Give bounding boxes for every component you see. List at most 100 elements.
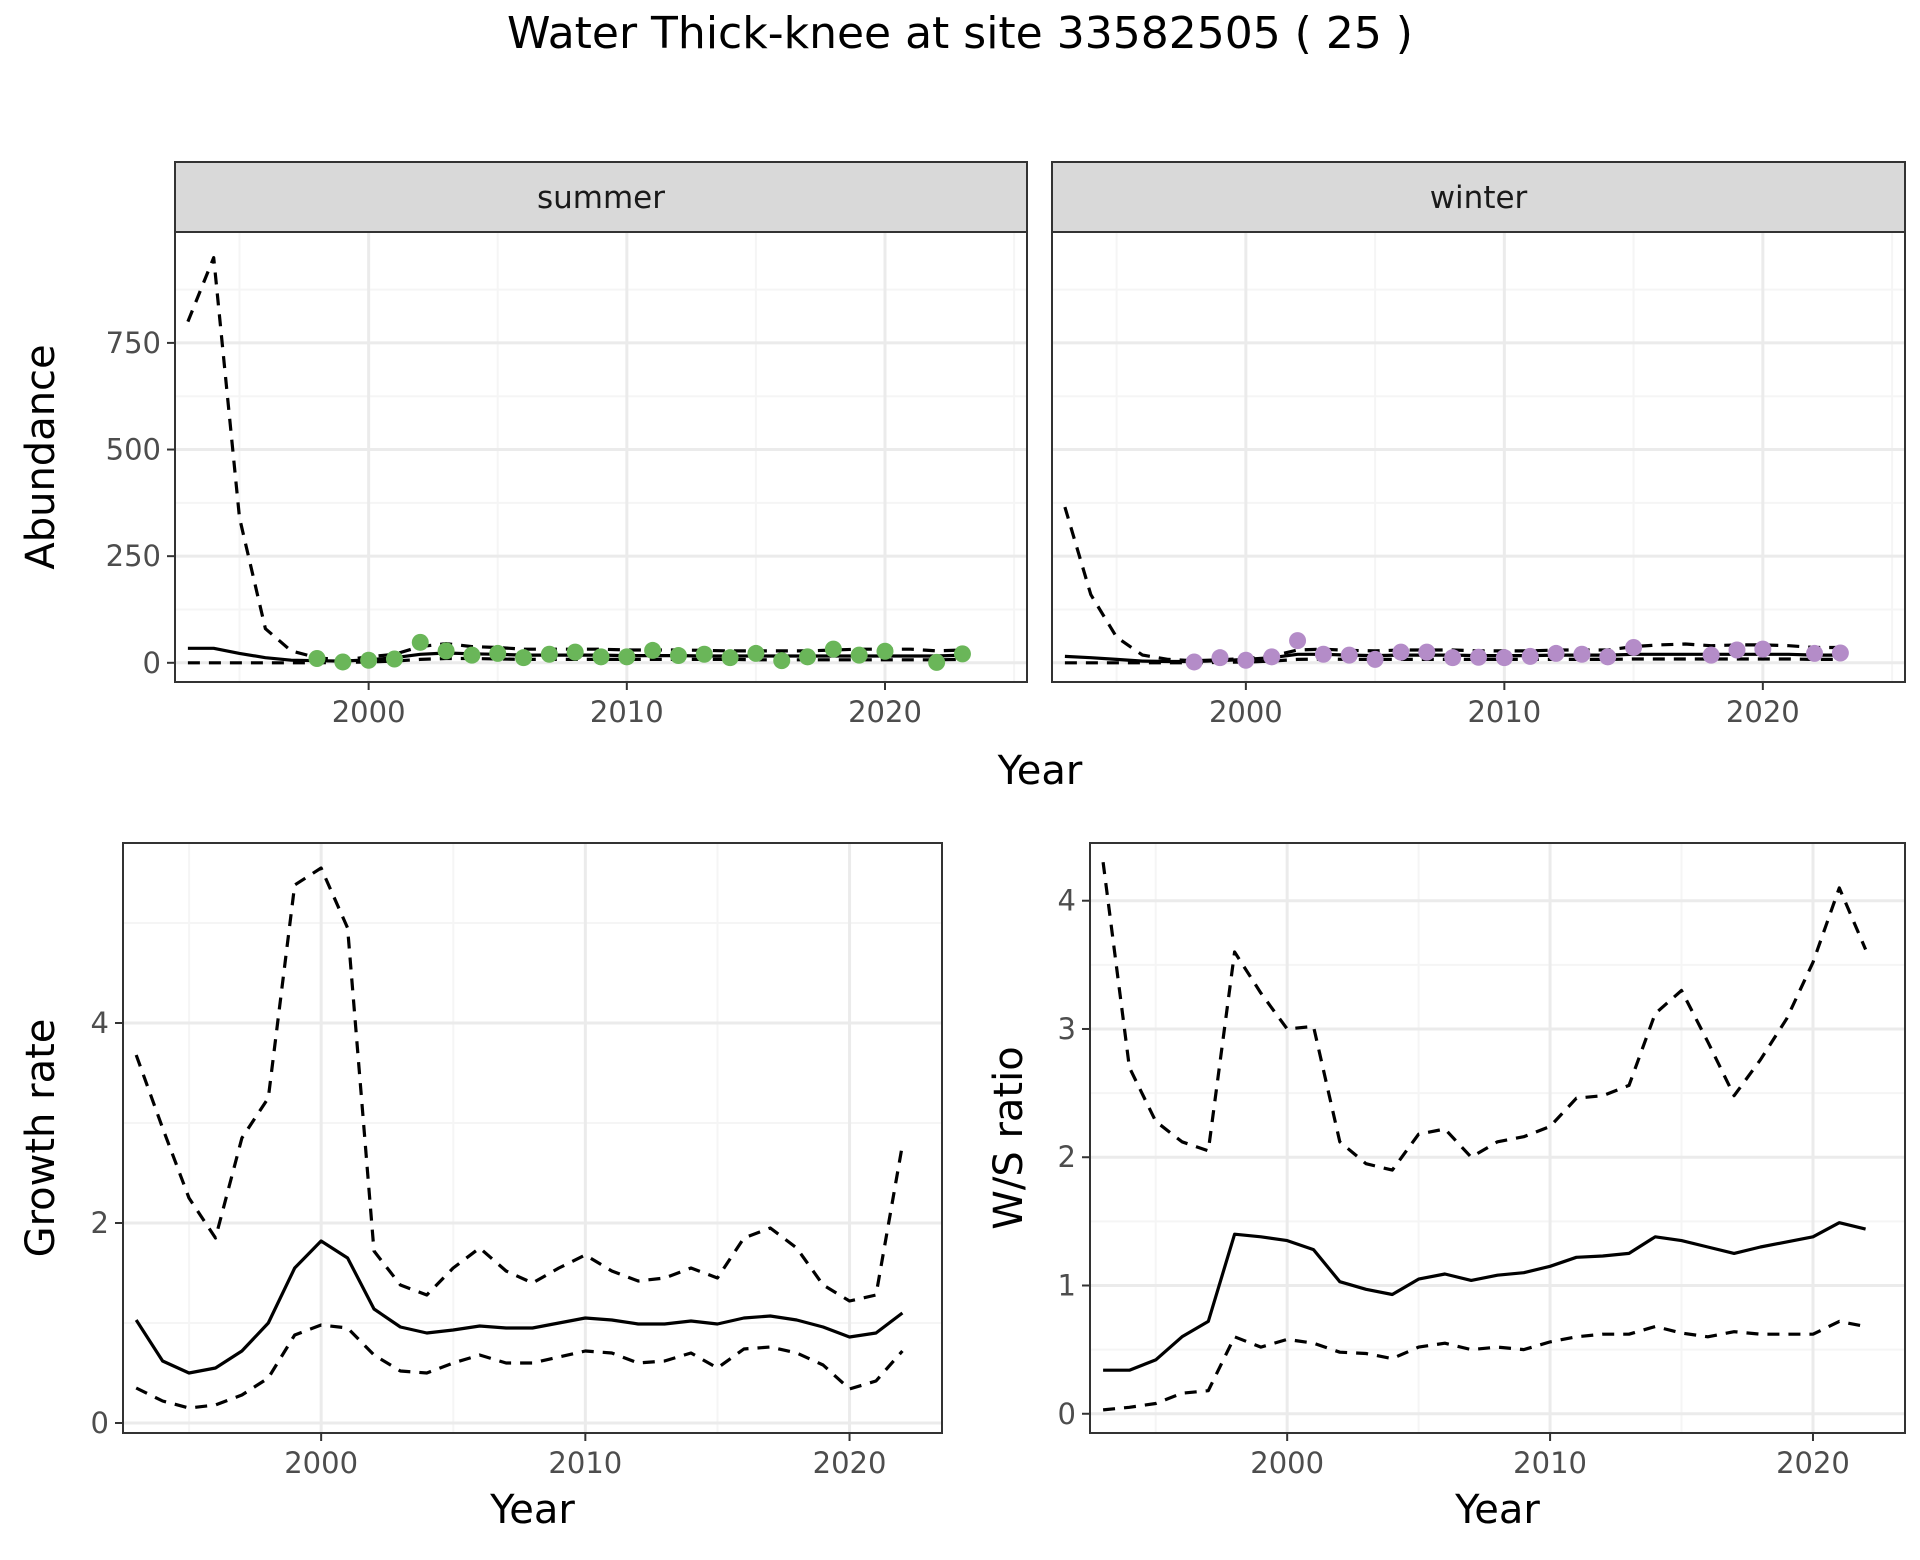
data-point [1366,650,1384,668]
data-point [592,648,610,666]
data-point [876,642,894,660]
data-point [1521,647,1539,665]
x-tick-label: 2010 [1467,695,1541,729]
top-x-axis-title: Year [997,748,1083,794]
series-line-solid [134,1239,904,1375]
facet-strip-label: summer [537,180,665,216]
data-point [799,648,817,666]
data-point [773,652,791,670]
y-tick-label: 4 [1058,884,1076,918]
data-point [1314,645,1332,663]
data-point [540,645,558,663]
facet-strip [174,161,1028,233]
y-tick-label: 0 [143,646,161,680]
data-point [1495,649,1513,667]
x-tick-label: 2020 [1726,695,1800,729]
y-tick-label: 750 [106,326,161,360]
data-point [1702,646,1720,664]
data-point [1211,649,1229,667]
data-point [1340,646,1358,664]
x-tick-label: 2000 [332,695,406,729]
data-point [1237,651,1255,669]
y-tick-label: 250 [106,539,161,573]
plot-area [1090,843,1905,1433]
data-point [1444,649,1462,667]
summer-panel: summer 2000 2010 2020 0 250 500 750 Abundance [18,161,1028,729]
data-point [489,644,507,662]
data-point [1728,641,1746,659]
data-point [953,645,971,663]
y-tick-label: 2 [91,1206,109,1240]
x-tick-label: 2020 [813,1446,887,1480]
facet-strip [1051,161,1906,233]
facet-strip-label: winter [1430,180,1528,216]
data-point [1392,643,1410,661]
data-point [669,647,687,665]
panel-border [1089,842,1906,1434]
data-point [1599,648,1617,666]
data-point [850,646,868,664]
x-tick-label: 2000 [1209,695,1283,729]
data-point [1470,648,1487,666]
y-tick-label: 4 [91,1006,109,1040]
data-point [747,644,765,662]
data-point [334,653,352,671]
plot-area [1052,232,1905,682]
x-axis-title: Year [1454,1487,1540,1533]
x-tick-label: 2010 [1513,1446,1587,1480]
data-point [1547,644,1565,662]
series-line-dashed [1102,1319,1866,1412]
data-point [1573,645,1591,663]
panel-border [122,842,943,1434]
y-tick-label: 500 [106,433,161,467]
series-line-dashed [1101,861,1868,1172]
data-point [360,651,378,669]
y-axis-title: Growth rate [18,1019,64,1258]
data-point [824,640,842,658]
data-point [1289,632,1307,650]
y-tick-label: 2 [1058,1140,1076,1174]
y-axis-title: W/S ratio [986,1046,1032,1229]
x-tick-label: 2020 [848,695,922,729]
x-tick-label: 2010 [590,695,664,729]
data-point [308,650,326,668]
y-axis-title: Abundance [18,344,64,569]
data-point [644,641,662,659]
x-tick-label: 2010 [548,1446,622,1480]
data-point [1263,648,1281,666]
y-tick-label: 3 [1058,1012,1076,1046]
data-point [1831,644,1849,662]
data-point [566,643,584,661]
data-point [928,653,946,671]
ws-ratio-panel: 2000 2010 2020 0 1 2 3 4 W/S ratio Year [986,842,1906,1533]
data-point [463,646,481,664]
data-point [1418,643,1436,661]
data-point [437,642,455,660]
data-point [385,650,403,668]
x-axis-title: Year [489,1487,575,1533]
data-point [1625,638,1643,656]
series-line-dashed [135,1323,904,1410]
y-tick-label: 0 [91,1406,109,1440]
y-tick-label: 0 [1058,1397,1076,1431]
plot-area [175,232,1027,682]
data-point [618,648,636,666]
data-point [1806,644,1824,662]
y-tick-label: 1 [1058,1269,1076,1303]
x-tick-label: 2000 [1250,1446,1324,1480]
series-line-dashed [134,866,904,1303]
data-point [1754,640,1772,658]
x-tick-label: 2020 [1776,1446,1850,1480]
winter-panel: winter 2000 2010 2020 [1051,161,1906,729]
chart-title: Water Thick-knee at site 33582505 ( 25 ) [507,8,1413,59]
data-point [411,633,429,651]
x-tick-label: 2000 [284,1446,358,1480]
data-point [695,645,713,663]
series-line-solid [1103,1221,1866,1372]
data-point [1185,653,1203,671]
data-point [721,649,739,667]
growth-rate-panel: 2000 2010 2020 0 2 4 Growth rate Year [18,842,943,1533]
plot-area [123,843,942,1433]
data-point [515,649,533,667]
